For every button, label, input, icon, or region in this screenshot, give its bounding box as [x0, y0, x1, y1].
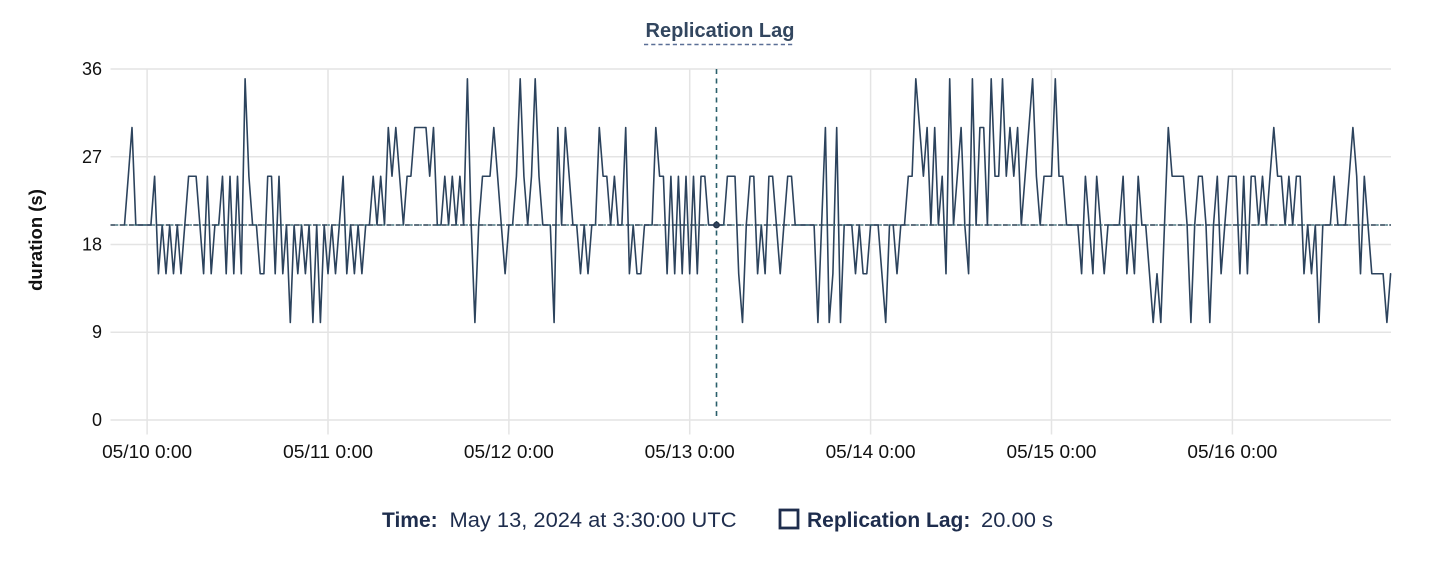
svg-text:05/12 0:00: 05/12 0:00: [464, 442, 554, 462]
svg-text:20.00 s: 20.00 s: [981, 509, 1053, 532]
svg-text:27: 27: [82, 147, 102, 167]
svg-text:duration (s): duration (s): [25, 189, 46, 291]
svg-text:18: 18: [82, 235, 102, 255]
svg-text:Replication Lag:: Replication Lag:: [807, 509, 970, 532]
svg-text:05/13 0:00: 05/13 0:00: [645, 442, 735, 462]
svg-text:0: 0: [92, 410, 102, 430]
svg-text:05/10 0:00: 05/10 0:00: [102, 442, 192, 462]
svg-text:Time:: Time:: [382, 509, 438, 532]
svg-text:05/14 0:00: 05/14 0:00: [826, 442, 916, 462]
svg-text:9: 9: [92, 322, 102, 342]
svg-text:05/15 0:00: 05/15 0:00: [1007, 442, 1097, 462]
svg-text:05/16 0:00: 05/16 0:00: [1187, 442, 1277, 462]
svg-text:36: 36: [82, 59, 102, 79]
svg-text:05/11 0:00: 05/11 0:00: [283, 442, 373, 462]
svg-text:Replication Lag: Replication Lag: [646, 20, 795, 42]
svg-text:May 13, 2024 at 3:30:00 UTC: May 13, 2024 at 3:30:00 UTC: [450, 509, 737, 532]
